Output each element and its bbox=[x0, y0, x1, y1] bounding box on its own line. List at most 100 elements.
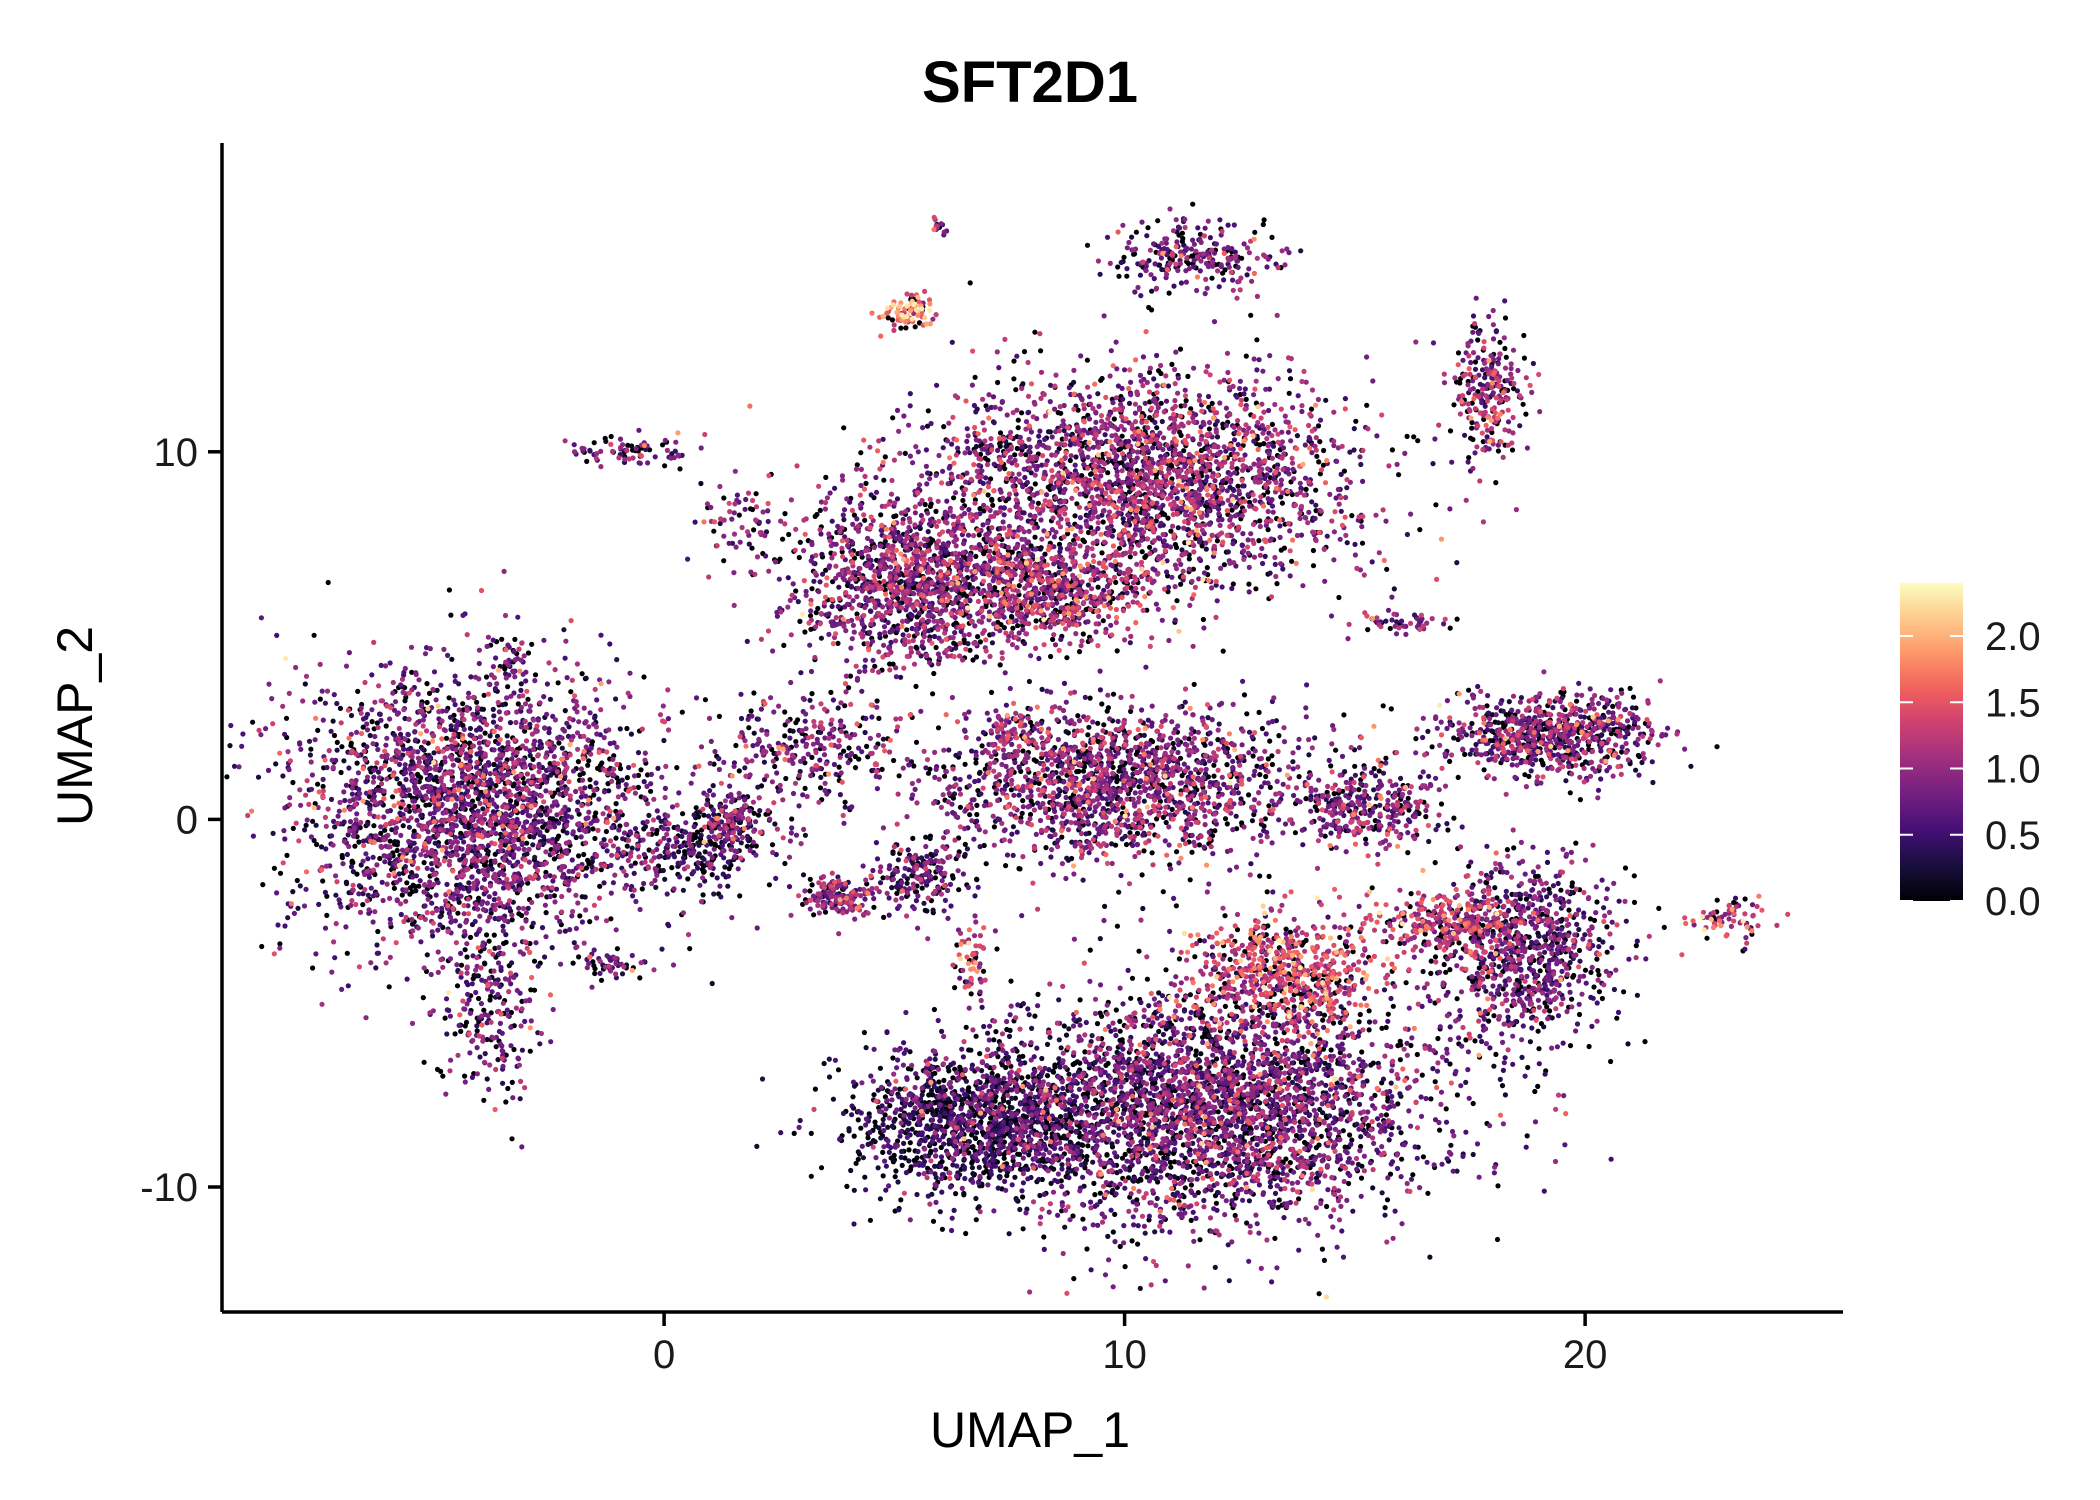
cell-point bbox=[1234, 466, 1240, 472]
cell-point bbox=[554, 836, 560, 842]
cell-point bbox=[1265, 923, 1271, 929]
cell-point bbox=[515, 837, 522, 843]
cell-point bbox=[1116, 273, 1122, 279]
cell-point bbox=[1189, 849, 1195, 855]
cell-point bbox=[503, 939, 509, 945]
cell-point bbox=[836, 764, 842, 770]
cell-point bbox=[1169, 806, 1175, 813]
cell-point bbox=[1485, 974, 1491, 980]
cell-point bbox=[454, 983, 461, 989]
cell-point bbox=[1274, 581, 1280, 587]
cell-point bbox=[1042, 551, 1048, 557]
cell-point bbox=[1596, 989, 1602, 995]
cell-point bbox=[812, 1086, 819, 1092]
cell-point bbox=[885, 315, 891, 321]
cell-point bbox=[1276, 1197, 1282, 1203]
cell-point bbox=[1520, 401, 1526, 407]
cell-point bbox=[1153, 472, 1159, 478]
cell-point bbox=[1176, 956, 1182, 962]
cell-point bbox=[1101, 722, 1107, 728]
cell-point bbox=[1172, 541, 1178, 548]
cell-point bbox=[766, 882, 773, 888]
cell-point bbox=[931, 670, 937, 677]
cell-point bbox=[1279, 500, 1285, 506]
cell-point bbox=[919, 885, 925, 891]
cell-point bbox=[925, 408, 931, 414]
cell-point bbox=[1310, 976, 1316, 982]
cell-point bbox=[1433, 502, 1439, 508]
cell-point bbox=[1336, 594, 1342, 601]
cell-point bbox=[334, 739, 340, 746]
cell-point bbox=[1331, 791, 1337, 797]
cell-point bbox=[935, 725, 942, 731]
cell-point bbox=[887, 661, 893, 667]
cell-point bbox=[669, 865, 675, 871]
cell-point bbox=[993, 1029, 999, 1035]
cell-point bbox=[1567, 1043, 1574, 1049]
cell-point bbox=[1211, 773, 1217, 779]
cell-point bbox=[1140, 905, 1146, 912]
cell-point bbox=[543, 869, 549, 875]
cell-point bbox=[603, 828, 610, 835]
cell-point bbox=[387, 838, 393, 844]
cell-point bbox=[1364, 402, 1370, 408]
cell-point bbox=[1321, 447, 1327, 454]
cell-point bbox=[339, 744, 345, 750]
cell-point bbox=[977, 1051, 983, 1057]
cell-point bbox=[617, 823, 623, 829]
cell-point bbox=[1476, 965, 1482, 971]
cell-point bbox=[1143, 553, 1149, 559]
cell-point bbox=[1133, 229, 1139, 235]
cell-point bbox=[1428, 1096, 1434, 1102]
cell-point bbox=[259, 943, 265, 950]
cell-point bbox=[914, 1155, 920, 1161]
cell-point bbox=[482, 730, 488, 736]
cell-point bbox=[1100, 618, 1106, 624]
cell-point bbox=[815, 605, 821, 612]
cell-point bbox=[791, 1130, 797, 1136]
cell-point bbox=[1162, 511, 1168, 518]
cell-point bbox=[863, 480, 869, 486]
cell-point bbox=[1359, 540, 1366, 546]
cell-point bbox=[1015, 623, 1021, 629]
cell-point bbox=[1383, 1024, 1389, 1031]
cell-point bbox=[1187, 877, 1193, 883]
cell-point bbox=[1221, 562, 1227, 568]
cell-point bbox=[369, 719, 375, 725]
cell-point bbox=[314, 841, 320, 848]
cell-point bbox=[1240, 1054, 1246, 1060]
cell-point bbox=[355, 688, 361, 695]
cell-point bbox=[823, 474, 829, 480]
cell-point bbox=[1009, 614, 1015, 621]
cell-point bbox=[1027, 495, 1033, 501]
cell-point bbox=[354, 760, 360, 766]
cell-point bbox=[1035, 500, 1041, 506]
cell-point bbox=[1614, 1015, 1620, 1021]
cell-point bbox=[638, 767, 644, 773]
cell-point bbox=[1466, 687, 1472, 693]
cell-point bbox=[418, 775, 424, 781]
cell-point bbox=[531, 958, 538, 964]
cell-point bbox=[1114, 648, 1120, 654]
cell-point bbox=[753, 491, 759, 497]
cell-point bbox=[941, 764, 947, 770]
cell-point bbox=[1032, 481, 1038, 487]
cell-point bbox=[1610, 703, 1616, 710]
cell-point bbox=[420, 995, 426, 1001]
cell-point bbox=[1621, 989, 1627, 995]
cell-point bbox=[1095, 720, 1101, 726]
cell-point bbox=[1076, 649, 1083, 655]
cell-point bbox=[455, 910, 461, 916]
cell-point bbox=[1423, 814, 1429, 820]
cell-point bbox=[1075, 713, 1081, 719]
cell-point bbox=[1025, 1074, 1031, 1080]
cell-point bbox=[913, 683, 919, 690]
cell-point bbox=[303, 822, 309, 828]
cell-point bbox=[1044, 1041, 1051, 1047]
cell-point bbox=[1437, 1127, 1443, 1133]
cell-point bbox=[1174, 849, 1180, 855]
cell-point bbox=[1185, 373, 1191, 379]
cell-point bbox=[551, 790, 558, 796]
cell-point bbox=[551, 893, 558, 899]
cell-point bbox=[983, 861, 989, 867]
